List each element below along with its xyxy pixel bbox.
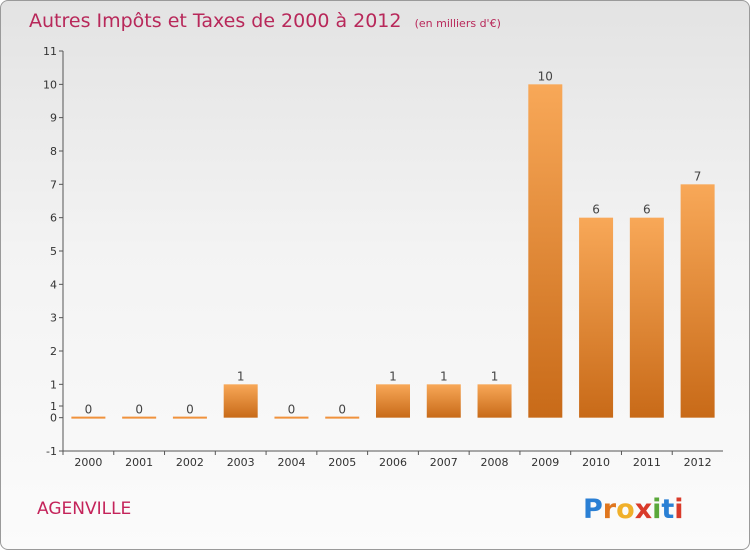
bar: [477, 384, 512, 418]
logo-letter: o: [616, 494, 635, 525]
x-tick-label: 2009: [531, 456, 559, 469]
logo-letter: t: [661, 494, 674, 525]
bars: [71, 84, 715, 419]
data-label: 1: [389, 369, 397, 383]
y-tick-label: 0: [50, 412, 57, 425]
x-tick-label: 2007: [430, 456, 458, 469]
x-tick-label: 2005: [328, 456, 356, 469]
y-tick-label: 9: [50, 112, 57, 125]
data-label: 1: [491, 369, 499, 383]
bar: [426, 384, 461, 418]
x-tick-label: 2003: [227, 456, 255, 469]
y-tick-label: 1: [50, 378, 57, 391]
data-label: 1: [237, 369, 245, 383]
y-tick-label: 4: [50, 278, 57, 291]
y-tick-label: 5: [50, 245, 57, 258]
bar: [680, 184, 715, 418]
x-tick-label: 2001: [125, 456, 153, 469]
logo-letter: x: [635, 494, 652, 525]
y-tick-label: 7: [50, 178, 57, 191]
y-tick-label: 6: [50, 212, 57, 225]
proxiti-logo: Proxiti: [583, 494, 684, 525]
data-label: 0: [135, 403, 143, 417]
logo-letter: i: [652, 494, 661, 525]
bar: [629, 217, 664, 418]
x-tick-label: 2011: [633, 456, 661, 469]
data-label: 1: [440, 369, 448, 383]
data-label: 0: [186, 403, 194, 417]
y-tick-label: 10: [43, 78, 57, 91]
bar: [579, 217, 614, 418]
x-tick-label: 2008: [481, 456, 509, 469]
y-tick-label: 11: [43, 45, 57, 58]
bar: [223, 384, 258, 418]
logo-letter: r: [603, 494, 617, 525]
y-tick-label: 3: [50, 312, 57, 325]
x-tick-label: 2012: [684, 456, 712, 469]
x-tick-label: 2000: [74, 456, 102, 469]
data-label: 6: [592, 203, 600, 217]
x-tick-label: 2010: [582, 456, 610, 469]
bar: [528, 84, 563, 418]
chart-title-unit: (en milliers d'€): [415, 17, 501, 30]
bar: [376, 384, 410, 418]
y-tick-label: 2: [50, 345, 57, 358]
data-label: 0: [338, 403, 346, 417]
y-tick-label: 8: [50, 145, 57, 158]
data-label: 7: [694, 169, 702, 183]
x-tick-label: 2004: [277, 456, 305, 469]
data-label: 6: [643, 203, 651, 217]
data-label: 10: [538, 69, 553, 83]
chart-title-main: Autres Impôts et Taxes de 2000 à 2012: [29, 10, 402, 32]
logo-letter: i: [674, 494, 683, 525]
chart-title: Autres Impôts et Taxes de 2000 à 2012 (e…: [29, 10, 501, 32]
commune-name: AGENVILLE: [37, 499, 131, 519]
y-tick-label: 1: [50, 400, 57, 413]
y-tick-label: -1: [46, 445, 57, 458]
data-label: 0: [85, 403, 93, 417]
x-tick-label: 2006: [379, 456, 407, 469]
data-label: 0: [288, 403, 296, 417]
logo-letter: P: [583, 494, 603, 525]
x-tick-label: 2002: [176, 456, 204, 469]
